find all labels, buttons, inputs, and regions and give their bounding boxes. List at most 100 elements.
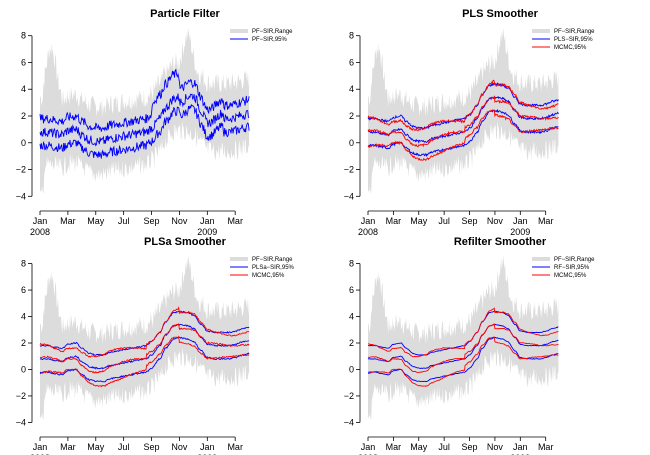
x-tick-label: Jan	[361, 442, 376, 452]
y-tick-label: −2	[344, 165, 354, 175]
x-tick-label: Mar	[227, 216, 243, 226]
x-year-label: 2008	[358, 227, 378, 237]
x-year-label: 2009	[510, 227, 530, 237]
x-tick-label: Jul	[118, 216, 130, 226]
legend-label: MCMC,95%	[554, 273, 587, 279]
y-tick-label: 6	[349, 57, 354, 67]
x-tick-label: Jan	[33, 442, 48, 452]
series-line-primary	[39, 93, 250, 147]
x-tick-label: Nov	[171, 216, 188, 226]
y-tick-label: 2	[21, 338, 26, 348]
y-tick-label: −4	[16, 191, 26, 201]
series-line-mcmc	[367, 95, 559, 148]
series-line-primary	[367, 310, 559, 356]
chart-panel-3: PLSa Smoother −4 −2 0 2 4 6 8 Jan Mar May Jul Sep Nov…	[16, 236, 295, 455]
x-tick-label: Sep	[144, 216, 160, 226]
series-line-mcmc	[39, 306, 250, 358]
x-tick-label: Nov	[487, 216, 504, 226]
y-tick-label: −4	[344, 191, 354, 201]
chart-panel-4: Refilter Smoother −4 −2 0 2 4 6 8 Jan Mar May Jul Se…	[344, 236, 595, 455]
series-line-primary	[39, 68, 250, 132]
x-tick-label: Mar	[386, 216, 402, 226]
x-tick-label: Sep	[462, 216, 478, 226]
x-tick-label: Jan	[33, 216, 48, 226]
legend-label: MCMC,95%	[252, 273, 285, 279]
x-tick-label: Mar	[538, 216, 554, 226]
x-tick-label: May	[410, 216, 428, 226]
y-tick-label: 0	[21, 364, 26, 374]
series-line-primary	[39, 103, 250, 159]
x-tick-label: Jan	[200, 216, 215, 226]
x-year-label: 2009	[510, 453, 530, 455]
x-tick-label: Sep	[462, 442, 478, 452]
y-tick-label: 2	[349, 111, 354, 121]
y-tick-label: 8	[21, 31, 26, 41]
range-band	[40, 27, 250, 193]
range-band	[368, 27, 559, 193]
legend-label: PF−SIR,Range	[252, 29, 293, 35]
x-year-label: 2008	[358, 453, 378, 455]
y-tick-label: 4	[21, 312, 26, 322]
y-tick-label: 6	[21, 57, 26, 67]
series-line-mcmc	[39, 323, 250, 374]
chart-title: PLSa Smoother	[144, 236, 227, 248]
x-tick-label: Mar	[60, 216, 76, 226]
y-tick-label: 0	[21, 138, 26, 148]
x-tick-label: Nov	[487, 442, 504, 452]
y-tick-label: 6	[349, 285, 354, 295]
range-band	[368, 255, 559, 419]
x-tick-label: Mar	[538, 442, 554, 452]
series-line-mcmc	[367, 79, 559, 132]
series-line-mcmc	[367, 323, 559, 373]
range-band	[40, 255, 250, 419]
y-tick-label: 2	[349, 338, 354, 348]
y-tick-label: 4	[349, 84, 354, 94]
y-tick-label: −2	[16, 165, 26, 175]
x-tick-label: Jan	[513, 442, 528, 452]
x-tick-label: Jan	[200, 442, 215, 452]
y-tick-label: −2	[16, 391, 26, 401]
x-tick-label: May	[87, 216, 105, 226]
legend-label: PLSa−SIR,95%	[252, 265, 295, 271]
y-tick-label: 4	[21, 84, 26, 94]
y-tick-label: −4	[344, 417, 354, 427]
y-tick-label: 4	[349, 312, 354, 322]
legend-label: RF−SIR,95%	[554, 265, 590, 271]
x-tick-label: Nov	[171, 442, 188, 452]
chart-panel-1: Particle Filter −4 −2 0 2 4 6 8 Jan Mar May Jul Sep N…	[16, 8, 293, 237]
x-year-label: 2009	[197, 227, 217, 237]
series-line-primary	[367, 82, 559, 130]
y-tick-label: 0	[349, 138, 354, 148]
x-tick-label: May	[410, 442, 428, 452]
x-tick-label: Jan	[513, 216, 528, 226]
legend-label: PF−SIR,95%	[252, 37, 288, 43]
legend-label: PLS−SIR,95%	[554, 37, 593, 43]
chart-title: PLS Smoother	[462, 8, 539, 20]
y-tick-label: −4	[16, 417, 26, 427]
y-tick-label: 2	[21, 111, 26, 121]
chart-title: Particle Filter	[150, 8, 220, 20]
y-tick-label: 8	[21, 259, 26, 269]
y-tick-label: 0	[349, 364, 354, 374]
series-line-mcmc	[367, 307, 559, 358]
legend-label: PF−SIR,Range	[554, 29, 595, 35]
x-tick-label: Jul	[118, 442, 130, 452]
chart-panel-2: PLS Smoother −4 −2 0 2 4 6 8 Jan Mar May Jul Sep Nov J…	[344, 8, 595, 237]
y-tick-label: 6	[21, 285, 26, 295]
x-tick-label: Mar	[386, 442, 402, 452]
legend-label: MCMC,95%	[554, 45, 587, 51]
y-tick-label: 8	[349, 259, 354, 269]
x-year-label: 2008	[30, 227, 50, 237]
series-line-mcmc	[367, 109, 559, 162]
x-tick-label: Jan	[361, 216, 376, 226]
x-tick-label: Jul	[438, 216, 450, 226]
x-tick-label: Sep	[144, 442, 160, 452]
x-tick-label: Mar	[227, 442, 243, 452]
legend-label: PF−SIR,Range	[252, 257, 293, 263]
x-year-label: 2008	[30, 453, 50, 455]
chart-title: Refilter Smoother	[454, 236, 547, 248]
y-tick-label: 8	[349, 31, 354, 41]
y-tick-label: −2	[344, 391, 354, 401]
series-line-mcmc	[367, 336, 559, 387]
